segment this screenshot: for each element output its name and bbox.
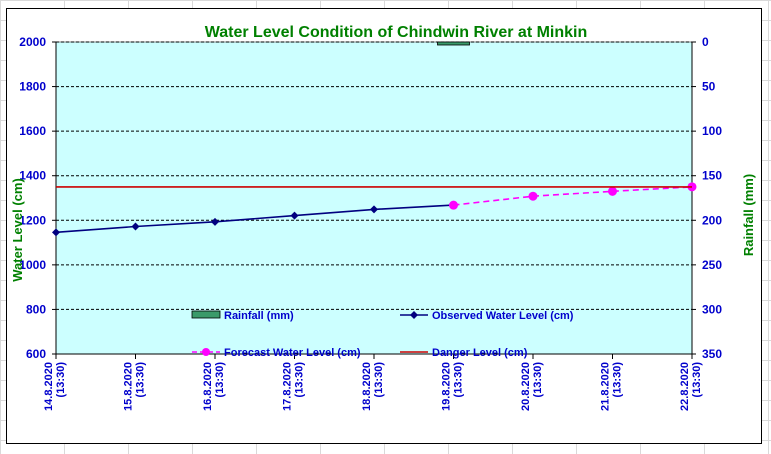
y2-axis-title: Rainfall (mm) (741, 174, 756, 256)
x-tick-label-line: 16.8.2020 (202, 362, 214, 411)
legend-label: Rainfall (mm) (224, 310, 294, 322)
forecast-point (608, 186, 617, 196)
x-tick-label: 19.8.2020(13:30) (441, 362, 465, 411)
legend-swatch-rainfall (191, 310, 221, 319)
x-tick-label-line: 14.8.2020 (43, 362, 55, 411)
observed-point (131, 222, 140, 231)
observed-point (370, 205, 378, 214)
x-tick-label: 17.8.2020(13:30) (282, 362, 306, 411)
x-tick-label-line: (13:30) (612, 362, 624, 398)
x-tick-label-line: (13:30) (453, 362, 465, 398)
y2-tick-label: 50 (702, 80, 716, 94)
observed-line (55, 204, 454, 234)
x-tick-label-line: 22.8.2020 (679, 362, 691, 411)
y-tick-label: 800 (26, 302, 46, 316)
x-tick-label-line: 18.8.2020 (361, 362, 373, 411)
y2-tick-label: 0 (702, 35, 709, 49)
x-tick-label: 22.8.2020(13:30) (679, 362, 703, 411)
x-tick-label-line: 21.8.2020 (600, 362, 612, 411)
x-tick-label-line: (13:30) (532, 362, 544, 398)
plot-area (55, 41, 693, 355)
x-tick-label-line: (13:30) (691, 362, 703, 398)
y2-tick-label: 200 (702, 213, 722, 227)
x-tick-label: 16.8.2020(13:30) (202, 362, 226, 411)
y-tick-label: 1800 (19, 80, 46, 94)
x-tick-label: 15.8.2020(13:30) (123, 362, 147, 411)
y-tick-label: 600 (26, 347, 46, 361)
observed-point (290, 211, 299, 220)
x-tick-label-line: (13:30) (373, 362, 385, 398)
y-tick-label: 1400 (19, 169, 46, 183)
legend-label: Forecast Water Level (cm) (224, 347, 361, 359)
x-tick-label-line: 20.8.2020 (520, 362, 532, 411)
y-axis-title: Water Level (cm) (10, 178, 25, 282)
y-tick-label: 1600 (19, 124, 46, 138)
y2-tick-label: 250 (702, 258, 722, 272)
x-tick-label-line: 17.8.2020 (282, 362, 294, 411)
y2-tick-label: 100 (702, 124, 722, 138)
x-tick-label: 20.8.2020(13:30) (520, 362, 544, 411)
x-tick-label-line: (13:30) (294, 362, 306, 398)
chart-title: Water Level Condition of Chindwin River … (205, 24, 588, 41)
y2-tick-label: 150 (702, 169, 722, 183)
legend-marker (410, 311, 418, 319)
y-tick-label: 2000 (19, 35, 46, 49)
rainfall-bar (437, 41, 470, 46)
forecast-point (449, 200, 458, 210)
y2-tick-label: 300 (702, 302, 722, 316)
x-tick-label: 21.8.2020(13:30) (600, 362, 624, 411)
legend-label: Observed Water Level (cm) (432, 310, 574, 322)
x-tick-label-line: (13:30) (135, 362, 147, 398)
y2-tick-label: 350 (702, 347, 722, 361)
x-tick-label: 14.8.2020(13:30) (43, 362, 67, 411)
y-tick-label: 1200 (19, 213, 46, 227)
y-tick-label: 1000 (19, 258, 46, 272)
x-tick-label-line: 15.8.2020 (123, 362, 135, 411)
x-tick-label-line: (13:30) (214, 362, 226, 398)
x-tick-label: 18.8.2020(13:30) (361, 362, 385, 411)
forecast-point (528, 191, 538, 201)
x-tick-label-line: 19.8.2020 (441, 362, 453, 411)
observed-point (52, 228, 60, 237)
observed-point (211, 217, 219, 226)
x-tick-label-line: (13:30) (55, 362, 67, 398)
legend-label: Danger Level (cm) (432, 347, 528, 359)
legend-marker (202, 348, 210, 356)
